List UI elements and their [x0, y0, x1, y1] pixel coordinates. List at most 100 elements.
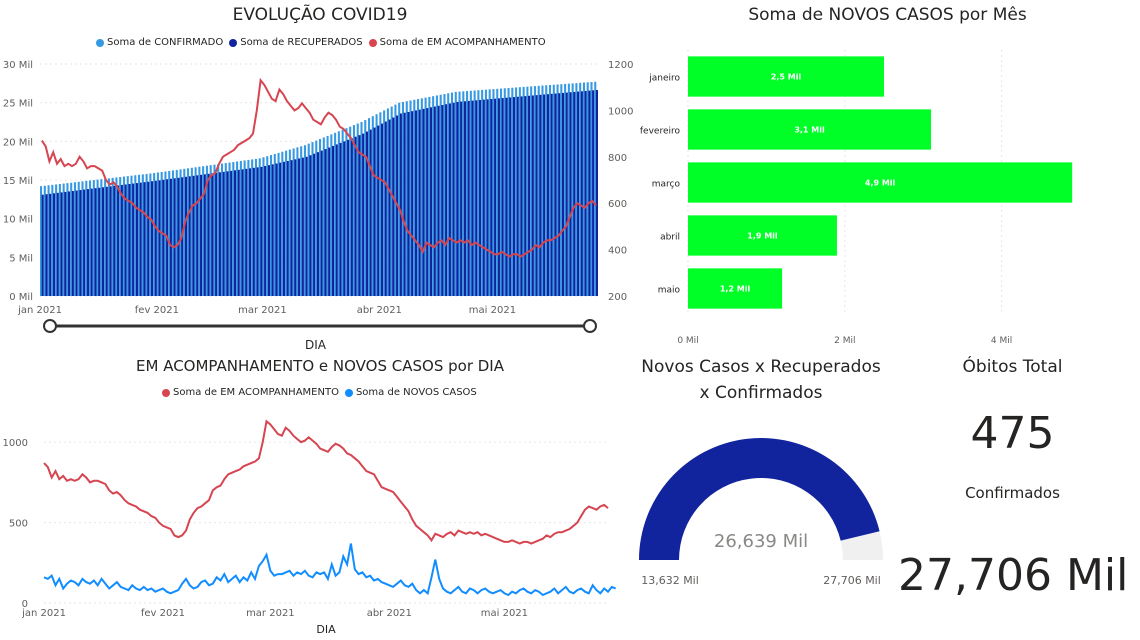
- y-tick-label: 500: [9, 519, 28, 530]
- bar-abril: [688, 215, 837, 256]
- bar-recuperados: [143, 182, 146, 296]
- bar-recuperados: [403, 112, 406, 296]
- bar-confirmado: [530, 86, 533, 297]
- bar-recuperados: [452, 102, 455, 296]
- gauge-value-label: 26,639 Mil: [714, 531, 808, 552]
- bar-confirmado: [194, 167, 197, 296]
- bar-recuperados: [196, 175, 199, 296]
- bar-confirmado: [526, 86, 529, 296]
- bar-confirmado: [473, 90, 476, 296]
- bar-recuperados: [512, 97, 516, 296]
- bar-recuperados: [102, 187, 105, 296]
- bar-recuperados: [546, 94, 549, 297]
- category-label: março: [652, 180, 681, 190]
- novos-casos-mes-chart[interactable]: 0 Mil 2 Mil 4 Mil janeiro 2,5 Mil fevereiro 3,…: [640, 40, 1140, 350]
- bar-recuperados: [117, 185, 120, 296]
- bar-recuperados: [577, 91, 580, 296]
- bar-recuperados: [358, 135, 361, 296]
- bar-confirmado: [92, 180, 95, 296]
- bar-recuperados: [460, 101, 463, 296]
- bar-confirmado: [560, 84, 563, 296]
- bar-confirmado: [499, 88, 503, 296]
- bar-confirmado: [258, 158, 261, 296]
- bar-confirmado: [330, 134, 333, 296]
- bar-recuperados: [392, 117, 395, 296]
- slicer-start-handle[interactable]: [43, 319, 57, 333]
- bar-recuperados: [301, 157, 304, 296]
- legend-item-recuperados[interactable]: Soma de RECUPERADOS: [229, 37, 363, 48]
- bar-recuperados: [264, 166, 267, 296]
- bar-recuperados: [365, 131, 369, 296]
- bar-recuperados: [184, 176, 188, 296]
- bar-recuperados: [535, 95, 538, 296]
- bar-confirmado: [477, 90, 480, 296]
- bar-recuperados: [539, 94, 542, 296]
- bar-recuperados: [320, 150, 323, 296]
- bar-confirmado: [236, 161, 239, 296]
- bar-recuperados: [241, 169, 244, 296]
- bar-recuperados: [430, 107, 433, 296]
- novos-casos-mes-title: Soma de NOVOS CASOS por Mês: [748, 5, 1027, 25]
- bar-recuperados: [218, 172, 221, 296]
- bar-confirmado: [564, 83, 567, 296]
- bar-confirmado: [164, 171, 167, 296]
- bar-confirmado: [85, 180, 88, 296]
- bar-confirmado: [171, 170, 175, 296]
- bar-confirmado: [273, 153, 276, 296]
- bar-recuperados: [60, 192, 63, 296]
- bar-confirmado: [567, 83, 570, 296]
- acompanhamento-chart[interactable]: 0 500 1000 jan 2021 fev 2021 mar 2021 abr 2021…: [0, 400, 640, 640]
- bar-recuperados: [399, 113, 402, 296]
- bar-confirmado: [153, 173, 156, 296]
- bar-confirmado: [89, 180, 92, 296]
- bar-recuperados: [528, 95, 531, 296]
- bar-confirmado: [386, 108, 389, 296]
- slicer-end-handle[interactable]: [583, 319, 597, 333]
- data-label: 1,2 Mil: [720, 285, 751, 294]
- bar-recuperados: [516, 96, 519, 296]
- bar-confirmado: [522, 86, 525, 296]
- bar-confirmado: [262, 157, 265, 296]
- gauge-chart[interactable]: 26,639 Mil 13,632 Mil 27,706 Mil: [630, 410, 892, 610]
- bar-confirmado: [586, 82, 589, 296]
- bar-recuperados: [505, 97, 508, 296]
- bar-confirmado: [341, 129, 344, 296]
- bar-confirmado: [371, 116, 374, 296]
- line-em-acompanhamento: [41, 77, 597, 258]
- category-label: fevereiro: [640, 127, 680, 137]
- bar-recuperados: [414, 110, 418, 297]
- bar-confirmado: [443, 94, 446, 296]
- y-tick-label: 0: [22, 599, 28, 610]
- legend-item-novos-casos[interactable]: Soma de NOVOS CASOS: [344, 387, 477, 398]
- bar-confirmado: [138, 174, 141, 296]
- legend-item-confirmado[interactable]: Soma de CONFIRMADO: [96, 37, 223, 48]
- bar-confirmado: [156, 172, 159, 296]
- legend-item-em-acompanhamento[interactable]: Soma de EM ACOMPANHAMENTO: [368, 37, 546, 48]
- bar-confirmado: [356, 123, 359, 297]
- bar-recuperados: [41, 194, 44, 296]
- bar-recuperados: [448, 103, 451, 296]
- bar-confirmado: [458, 91, 461, 296]
- bar-confirmado: [179, 169, 182, 296]
- bar-confirmado: [435, 95, 438, 297]
- bar-recuperados: [490, 98, 493, 296]
- y-right-tick-label: 1200: [608, 60, 633, 71]
- bar-recuperados: [595, 89, 598, 296]
- evolucao-chart[interactable]: 0 Mil 5 Mil 10 Mil 15 Mil 20 Mil 25 Mil 30 Mil…: [0, 50, 640, 350]
- bar-recuperados: [271, 164, 274, 296]
- bar-recuperados: [347, 139, 350, 296]
- date-slicer[interactable]: [40, 316, 620, 336]
- bar-recuperados: [128, 184, 131, 296]
- bar-recuperados: [418, 109, 421, 296]
- legend-item-em-acompanhamento[interactable]: Soma de EM ACOMPANHAMENTO: [162, 387, 339, 398]
- y-right-tick-label: 400: [608, 246, 627, 257]
- bar-recuperados: [260, 166, 263, 296]
- bar-recuperados: [86, 189, 90, 296]
- bar-confirmado: [352, 125, 356, 297]
- bar-confirmado: [409, 100, 412, 296]
- bar-recuperados: [324, 149, 327, 296]
- bar-confirmado: [503, 88, 506, 296]
- bar-recuperados: [237, 169, 240, 296]
- legend-dot-icon: [96, 38, 104, 47]
- bar-janeiro: [688, 56, 884, 97]
